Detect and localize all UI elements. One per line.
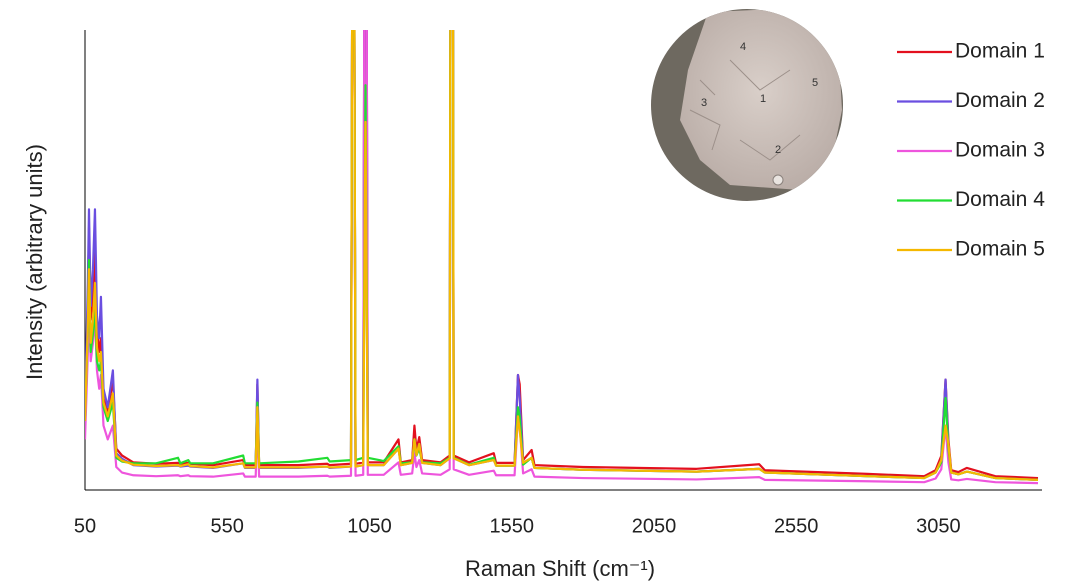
series-line bbox=[85, 30, 1039, 481]
x-tick-label: 2050 bbox=[632, 515, 677, 537]
legend-label: Domain 5 bbox=[955, 238, 1045, 261]
x-tick-label: 3050 bbox=[916, 515, 961, 537]
legend-label: Domain 2 bbox=[955, 89, 1045, 112]
inset-label: 4 bbox=[740, 41, 746, 53]
inset-label: 3 bbox=[701, 97, 707, 109]
x-axis-title: Raman Shift (cm⁻¹) bbox=[465, 556, 655, 581]
series-line bbox=[85, 30, 1039, 481]
x-tick-label: 50 bbox=[74, 515, 96, 537]
inset-label: 1 bbox=[760, 93, 766, 105]
series-line bbox=[85, 30, 1039, 480]
legend-label: Domain 4 bbox=[955, 188, 1045, 211]
x-tick-label: 1550 bbox=[489, 515, 534, 537]
y-axis-title: Intensity (arbitrary units) bbox=[22, 144, 47, 380]
x-tick-label: 550 bbox=[211, 515, 244, 537]
legend-label: Domain 3 bbox=[955, 139, 1045, 162]
inset-label: 2 bbox=[775, 144, 781, 156]
series-line bbox=[85, 30, 1039, 485]
plot-area bbox=[85, 30, 1039, 485]
x-tick-label: 2550 bbox=[774, 515, 819, 537]
inset-photo: 1 2 3 4 5 bbox=[651, 9, 843, 201]
inset-label: 5 bbox=[812, 77, 818, 89]
x-tick-label: 1050 bbox=[347, 515, 392, 537]
legend-label: Domain 1 bbox=[955, 40, 1045, 63]
series-line bbox=[85, 30, 1039, 481]
